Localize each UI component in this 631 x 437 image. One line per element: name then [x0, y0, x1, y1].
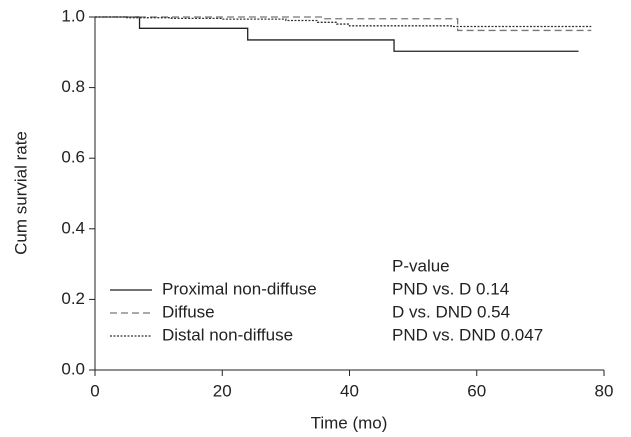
y-tick-label: 0.0 — [61, 359, 85, 378]
y-tick-label: 0.4 — [61, 218, 85, 237]
x-tick-label: 80 — [595, 381, 614, 400]
legend-label: Distal non-diffuse — [162, 325, 293, 344]
y-tick-label: 0.8 — [61, 77, 85, 96]
annotation: PND vs. DND 0.047 — [392, 325, 543, 344]
x-tick-label: 40 — [340, 381, 359, 400]
y-tick-label: 1.0 — [61, 6, 85, 25]
x-tick-label: 0 — [90, 381, 99, 400]
survival-line — [95, 16, 592, 32]
annotation: PND vs. D 0.14 — [392, 279, 509, 298]
y-axis-label: Cum survial rate — [11, 131, 30, 255]
survival-line — [95, 16, 592, 28]
legend-label: Diffuse — [162, 302, 215, 321]
y-tick-label: 0.2 — [61, 289, 85, 308]
legend-label: Proximal non-diffuse — [162, 279, 317, 298]
y-tick-label: 0.6 — [61, 148, 85, 167]
x-tick-label: 20 — [213, 381, 232, 400]
x-axis-label: Time (mo) — [311, 413, 388, 432]
survival-line — [95, 16, 579, 52]
annotation: D vs. DND 0.54 — [392, 302, 510, 321]
annotation: P-value — [392, 256, 450, 275]
x-tick-label: 60 — [467, 381, 486, 400]
